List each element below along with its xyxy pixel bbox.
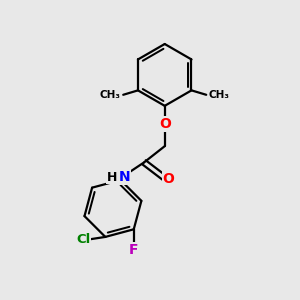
Text: O: O: [162, 172, 174, 186]
Text: H: H: [106, 171, 117, 184]
Text: Cl: Cl: [76, 233, 90, 246]
Text: CH₃: CH₃: [100, 90, 121, 100]
Text: N: N: [119, 170, 131, 184]
Text: CH₃: CH₃: [208, 90, 230, 100]
Text: O: O: [159, 117, 171, 131]
Text: F: F: [129, 243, 139, 257]
